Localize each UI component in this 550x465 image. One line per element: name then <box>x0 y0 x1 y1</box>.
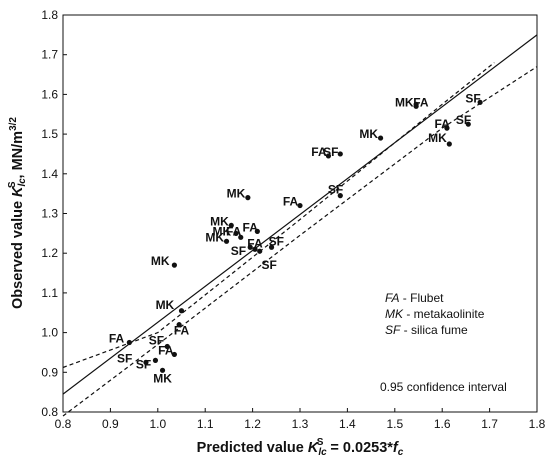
data-point <box>245 195 251 201</box>
data-point <box>178 308 185 314</box>
y-axis: 0.8 0.9 1.0 1.1 1.2 1.3 1.4 1.5 1.6 1.7 1.8 <box>41 8 67 419</box>
x-axis-title: Predicted value KlcS = 0.0253*fc <box>197 437 404 458</box>
data-point <box>268 244 275 250</box>
legend-entry-mk: MK - metakaolinite <box>385 307 485 321</box>
data-point <box>159 367 166 373</box>
data-point <box>126 339 132 346</box>
data-point-label: MK <box>210 214 229 228</box>
data-point-label: FA <box>413 95 429 109</box>
y-tick-label: 1.7 <box>41 48 58 62</box>
x-tick-label: 1.4 <box>339 417 356 431</box>
y-tick-label: 0.9 <box>41 365 58 379</box>
data-point-label: SF <box>231 244 246 258</box>
data-point <box>444 125 450 131</box>
data-point <box>325 153 332 159</box>
data-point <box>247 244 253 250</box>
data-point-label: FA <box>243 220 259 234</box>
data-point-label: MK <box>156 298 175 312</box>
data-point-label: MK <box>359 127 378 141</box>
y-tick-label: 1.4 <box>41 167 58 181</box>
data-point-label: FA <box>435 117 451 131</box>
data-point <box>477 99 483 105</box>
plot-frame <box>62 14 538 413</box>
data-point <box>465 121 471 127</box>
data-point-label: SF <box>456 113 471 127</box>
data-point <box>228 222 234 229</box>
data-point-label: FA <box>158 343 174 357</box>
x-tick-label: 1.7 <box>481 417 498 431</box>
x-tick-label: 1.5 <box>386 417 403 431</box>
data-point <box>446 141 452 147</box>
y-tick-label: 1.8 <box>41 8 58 22</box>
data-point <box>233 230 239 236</box>
data-point-label: FA <box>109 332 125 346</box>
y-tick-label: 1.3 <box>41 207 58 221</box>
data-point <box>171 351 177 358</box>
x-tick-label: 1.8 <box>529 417 546 431</box>
data-point <box>377 135 384 141</box>
data-point-label: SF <box>323 145 338 159</box>
data-point-label: MK <box>212 224 231 238</box>
data-point-label: FA <box>174 324 190 338</box>
data-point <box>223 238 230 244</box>
data-point <box>252 246 258 252</box>
x-tick-label: 1.6 <box>434 417 451 431</box>
data-point-label: SF <box>465 91 480 105</box>
legend-entry-fa: FA - Flubet <box>385 291 444 305</box>
data-point <box>164 343 170 350</box>
data-point-label: MK <box>227 187 246 201</box>
x-tick-label: 1.3 <box>292 417 309 431</box>
data-point-label: SF <box>149 334 164 348</box>
x-axis: 0.8 0.9 1.0 1.1 1.2 1.3 1.4 1.5 1.6 1.7 1.8 <box>55 408 546 431</box>
y-tick-label: 1.2 <box>41 246 58 260</box>
y-tick-label: 1.5 <box>41 127 58 141</box>
data-point-label: MK <box>428 131 447 145</box>
data-point <box>171 262 177 268</box>
data-point <box>413 103 419 109</box>
data-point <box>143 359 149 365</box>
x-tick-label: 1.2 <box>244 417 261 431</box>
legend: FA - Flubet MK - metakaolinite SF - sili… <box>385 291 485 337</box>
data-point <box>337 151 343 157</box>
data-point-label: MK <box>395 95 414 109</box>
x-tick-label: 0.9 <box>102 417 119 431</box>
data-point <box>297 202 303 209</box>
data-point-label: FA <box>311 145 327 159</box>
y-tick-label: 1.6 <box>41 87 58 101</box>
data-point <box>238 234 244 240</box>
y-tick-label: 1.1 <box>41 286 58 300</box>
confidence-band-upper <box>62 62 495 369</box>
data-point <box>254 228 260 234</box>
x-tick-label: 1.0 <box>149 417 166 431</box>
data-point <box>176 322 182 328</box>
confidence-band-lower <box>62 66 538 417</box>
y-tick-label: 1.0 <box>41 326 58 340</box>
data-point-label: SF <box>117 351 132 365</box>
data-point-label: SF <box>328 183 343 197</box>
data-point-label: MK <box>205 230 224 244</box>
data-point-label: MK <box>153 371 172 385</box>
data-point-label: SF <box>136 357 151 371</box>
data-point-label: MK <box>151 254 170 268</box>
data-point <box>152 357 159 363</box>
legend-entry-sf: SF - silica fume <box>385 323 468 337</box>
fit-line <box>62 34 538 395</box>
confidence-interval-note: 0.95 confidence interval <box>380 380 507 394</box>
y-tick-label: 0.8 <box>41 405 58 419</box>
x-tick-label: 0.8 <box>55 417 72 431</box>
data-point-label: FA <box>283 195 299 209</box>
regression-lines <box>62 34 538 417</box>
y-axis-title: Observed value KlcS, MN/m3/2 <box>7 117 28 309</box>
data-point-label: SF <box>269 234 284 248</box>
data-point-label: FA <box>226 224 242 238</box>
data-point <box>257 248 263 254</box>
x-tick-label: 1.1 <box>197 417 214 431</box>
data-point-label: SF <box>262 258 277 272</box>
data-point <box>337 193 343 199</box>
